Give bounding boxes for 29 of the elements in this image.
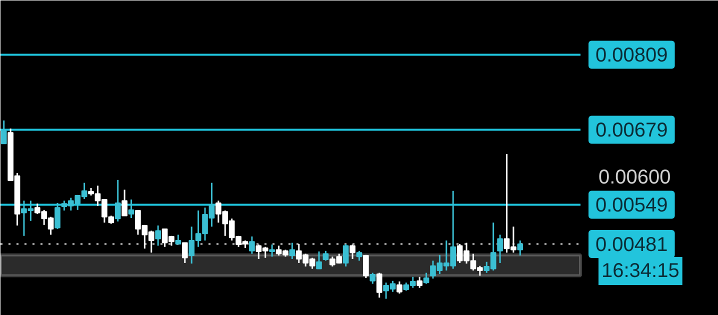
text: 16:34:15 bbox=[602, 260, 680, 282]
candlestick bbox=[155, 224, 161, 246]
candlestick bbox=[376, 272, 382, 298]
candlestick bbox=[122, 188, 128, 216]
candlestick bbox=[363, 254, 369, 279]
candlestick bbox=[370, 272, 376, 285]
candlestick bbox=[497, 234, 503, 264]
candlestick bbox=[0, 120, 7, 144]
candlestick bbox=[322, 250, 329, 262]
candlestick bbox=[289, 242, 296, 260]
candlestick bbox=[54, 202, 60, 230]
ref-line-label: 0.00679 bbox=[596, 120, 668, 142]
candlestick bbox=[342, 243, 349, 268]
candlestick bbox=[416, 276, 422, 289]
candlestick bbox=[114, 179, 121, 222]
candlestick bbox=[128, 198, 134, 219]
candlestick bbox=[316, 250, 322, 270]
candlestick bbox=[269, 244, 275, 258]
text: 0.00600 bbox=[598, 166, 671, 189]
ref-line-label: 0.00809 bbox=[596, 44, 668, 67]
candlestick bbox=[350, 244, 356, 260]
ref-line-label: 0.00481 bbox=[596, 234, 668, 256]
ref-line-label: 0.00549 bbox=[596, 194, 668, 217]
candlestick bbox=[423, 272, 430, 285]
candlestick bbox=[249, 236, 255, 255]
candlestick bbox=[356, 250, 362, 262]
candlestick bbox=[182, 242, 188, 264]
candlestick bbox=[396, 280, 402, 294]
candlestick bbox=[517, 240, 524, 256]
